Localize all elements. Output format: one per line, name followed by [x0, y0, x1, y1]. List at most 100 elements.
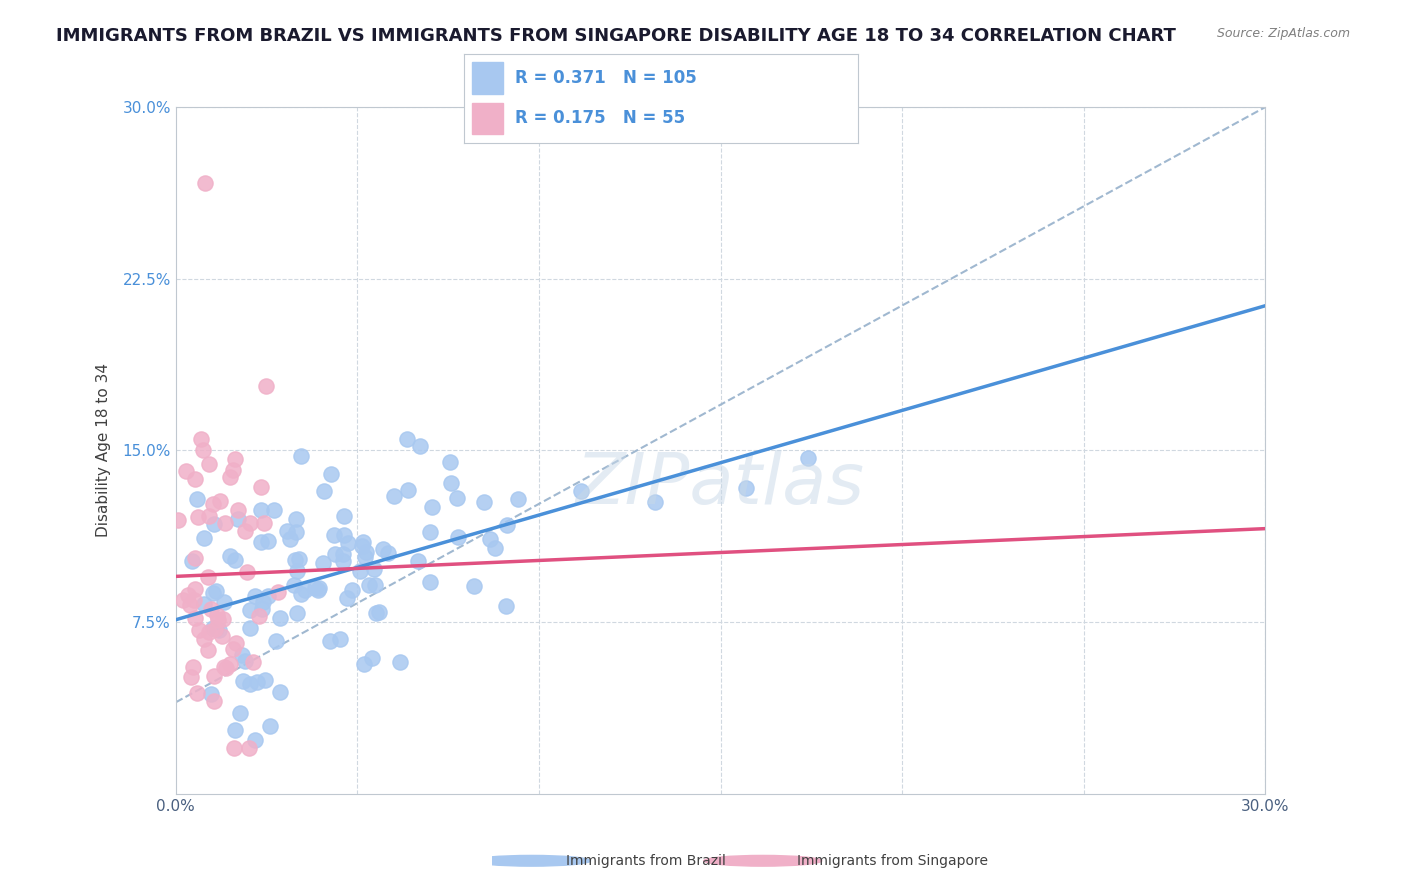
Text: R = 0.371   N = 105: R = 0.371 N = 105: [515, 70, 697, 87]
Point: [254, 379, 277, 393]
Point: [290, 587, 312, 601]
Point: [263, 503, 285, 517]
Point: [200, 602, 222, 616]
Point: [219, 470, 242, 484]
Point: [360, 651, 382, 665]
Point: [181, 554, 204, 568]
Point: [186, 686, 208, 700]
Point: [446, 491, 468, 505]
Point: [176, 464, 198, 478]
Point: [229, 706, 252, 721]
Point: [184, 611, 207, 625]
Point: [190, 433, 212, 447]
Text: Source: ZipAtlas.com: Source: ZipAtlas.com: [1216, 27, 1350, 40]
Point: [569, 484, 592, 499]
Point: [337, 535, 360, 549]
Point: [506, 491, 529, 506]
Point: [252, 594, 274, 608]
Point: [332, 527, 354, 541]
Circle shape: [704, 855, 821, 866]
Point: [201, 621, 224, 635]
Point: [224, 451, 246, 466]
Point: [231, 648, 253, 662]
Point: [797, 451, 820, 466]
Point: [197, 625, 219, 640]
Point: [371, 541, 394, 556]
Point: [183, 593, 205, 607]
Point: [183, 660, 205, 674]
Point: [314, 484, 336, 499]
Point: [353, 550, 375, 565]
Point: [319, 467, 342, 482]
Point: [284, 553, 307, 567]
Point: [285, 606, 308, 620]
Point: [447, 530, 470, 544]
Point: [256, 533, 278, 548]
Point: [212, 659, 235, 673]
Point: [420, 500, 443, 515]
Point: [184, 551, 207, 566]
Point: [236, 565, 259, 579]
Bar: [472, 62, 503, 94]
Point: [212, 612, 235, 626]
Text: R = 0.175   N = 55: R = 0.175 N = 55: [515, 109, 685, 127]
Point: [212, 595, 235, 609]
Point: [396, 483, 419, 498]
Point: [205, 622, 228, 636]
Point: [204, 622, 226, 636]
Point: [257, 589, 280, 603]
Point: [219, 549, 242, 564]
Y-axis label: Disability Age 18 to 34: Disability Age 18 to 34: [96, 363, 111, 538]
Point: [200, 687, 222, 701]
Point: [187, 510, 209, 524]
Point: [250, 601, 273, 615]
Point: [232, 674, 254, 689]
Point: [366, 606, 388, 620]
Point: [332, 547, 354, 561]
Circle shape: [472, 855, 591, 866]
Point: [264, 633, 287, 648]
Point: [184, 472, 207, 486]
Point: [323, 547, 346, 561]
Point: [357, 578, 380, 592]
Point: [246, 674, 269, 689]
Point: [419, 575, 441, 590]
Point: [322, 527, 344, 541]
Point: [311, 556, 333, 570]
Point: [259, 719, 281, 733]
Point: [278, 532, 301, 546]
Point: [233, 654, 256, 668]
Point: [382, 489, 405, 503]
Point: [238, 516, 260, 530]
Point: [179, 598, 201, 612]
Point: [215, 661, 238, 675]
Point: [198, 508, 221, 523]
Point: [166, 513, 188, 527]
Point: [308, 581, 330, 595]
Text: Immigrants from Singapore: Immigrants from Singapore: [797, 854, 988, 868]
Point: [352, 539, 374, 553]
Point: [368, 605, 391, 619]
Point: [250, 534, 273, 549]
Point: [208, 623, 231, 637]
Point: [204, 669, 226, 683]
Point: [202, 585, 225, 599]
Point: [197, 570, 219, 584]
Point: [463, 579, 485, 593]
Point: [644, 495, 666, 509]
Point: [202, 497, 225, 511]
Point: [419, 525, 441, 540]
Point: [318, 634, 340, 648]
Point: [353, 657, 375, 671]
Point: [193, 531, 215, 545]
Point: [228, 512, 250, 526]
Point: [336, 591, 359, 606]
Point: [193, 442, 215, 457]
Point: [214, 516, 236, 530]
Point: [478, 533, 501, 547]
Point: [283, 578, 305, 592]
Point: [363, 578, 385, 592]
Point: [409, 439, 432, 453]
Point: [304, 581, 326, 595]
Point: [496, 518, 519, 533]
